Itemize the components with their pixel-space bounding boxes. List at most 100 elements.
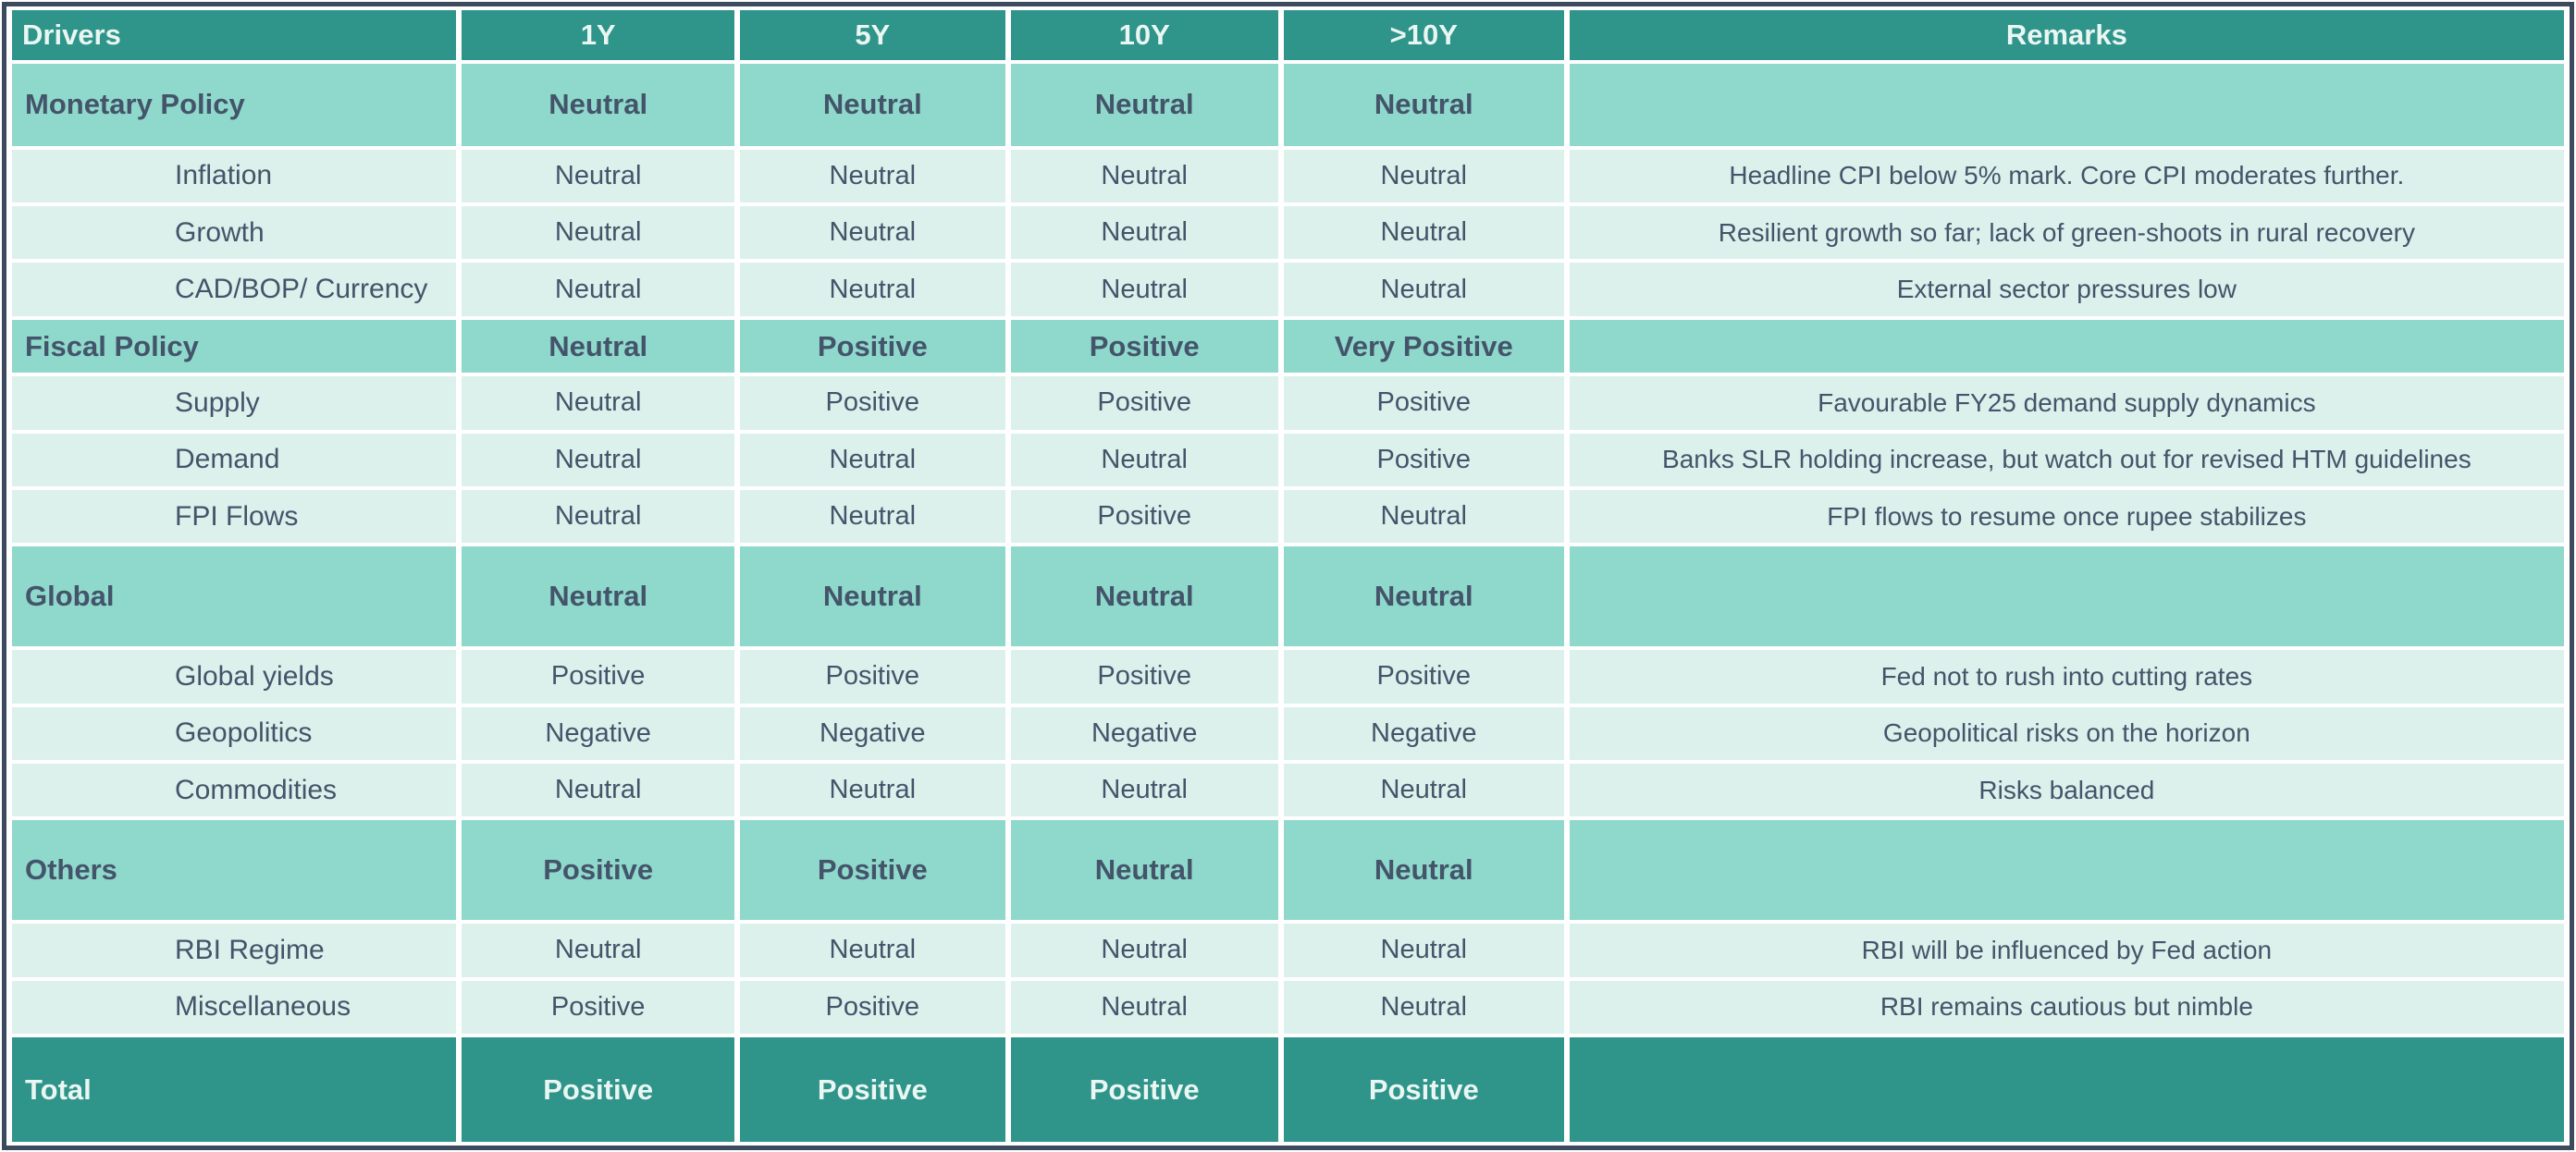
rating-cell-10y: Positive — [1010, 319, 1278, 374]
remark-cell: Fed not to rush into cutting rates — [1569, 650, 2564, 704]
header-row: Drivers 1Y 5Y 10Y >10Y Remarks — [12, 10, 2564, 60]
driver-label: Total — [12, 1037, 457, 1142]
rating-cell-1y: Neutral — [462, 206, 735, 260]
rating-cell-1y: Neutral — [462, 149, 735, 203]
rating-cell-10y: Neutral — [1010, 546, 1278, 647]
rating-cell-10y: Neutral — [1010, 149, 1278, 203]
rating-cell-gt10y: Negative — [1283, 706, 1564, 761]
remark-cell: Headline CPI below 5% mark. Core CPI mod… — [1569, 149, 2564, 203]
rating-cell-5y: Neutral — [740, 64, 1005, 146]
table-row-rbi-regime: RBI Regime Neutral Neutral Neutral Neutral RB… — [12, 924, 2564, 977]
driver-label: CAD/BOP/ Currency — [12, 263, 457, 316]
driver-label: Miscellaneous — [12, 980, 457, 1035]
rating-cell-5y: Positive — [740, 1037, 1005, 1142]
rating-cell-gt10y: Positive — [1283, 433, 1564, 487]
rating-cell-1y: Positive — [462, 1037, 735, 1142]
rating-cell-1y: Neutral — [462, 263, 735, 316]
rating-cell-1y: Neutral — [462, 764, 735, 817]
rating-cell-1y: Positive — [462, 820, 735, 921]
rating-cell-10y: Neutral — [1010, 206, 1278, 260]
driver-label: Global — [12, 546, 457, 647]
rating-cell-gt10y: Neutral — [1283, 980, 1564, 1035]
table-row-geopolitics: Geopolitics Negative Negative Negative Negat… — [12, 706, 2564, 761]
rating-cell-10y: Negative — [1010, 706, 1278, 761]
rating-cell-gt10y: Neutral — [1283, 820, 1564, 921]
rating-cell-5y: Neutral — [740, 433, 1005, 487]
table-row-inflation: Inflation Neutral Neutral Neutral Neutral Hea… — [12, 149, 2564, 203]
rating-cell-10y: Neutral — [1010, 980, 1278, 1035]
rating-cell-5y: Neutral — [740, 149, 1005, 203]
column-header-1y: 1Y — [462, 10, 735, 60]
rating-cell-gt10y: Very Positive — [1283, 319, 1564, 374]
rating-cell-1y: Neutral — [462, 546, 735, 647]
rating-cell-5y: Neutral — [740, 924, 1005, 977]
rating-cell-10y: Neutral — [1010, 433, 1278, 487]
table-row-commodities: Commodities Neutral Neutral Neutral Neutral R… — [12, 764, 2564, 817]
remark-cell: Risks balanced — [1569, 764, 2564, 817]
rating-cell-1y: Neutral — [462, 490, 735, 544]
rating-cell-5y: Positive — [740, 319, 1005, 374]
rating-cell-10y: Positive — [1010, 376, 1278, 430]
rating-cell-1y: Neutral — [462, 64, 735, 146]
driver-label: Inflation — [12, 149, 457, 203]
table-row-monetary-policy: Monetary Policy Neutral Neutral Neutral Neut… — [12, 64, 2564, 146]
driver-label: FPI Flows — [12, 490, 457, 544]
rating-cell-1y: Neutral — [462, 376, 735, 430]
rating-cell-10y: Neutral — [1010, 263, 1278, 316]
driver-label: Commodities — [12, 764, 457, 817]
ratings-table: Drivers 1Y 5Y 10Y >10Y Remarks Monetary Polic… — [6, 6, 2570, 1146]
table-row-global-yields: Global yields Positive Positive Positive Pos… — [12, 650, 2564, 704]
table-row-total: Total Positive Positive Positive Positive — [12, 1037, 2564, 1142]
column-header-5y: 5Y — [740, 10, 1005, 60]
remark-cell: Favourable FY25 demand supply dynamics — [1569, 376, 2564, 430]
table-row-fiscal-policy: Fiscal Policy Neutral Positive Positive Very… — [12, 319, 2564, 374]
driver-label: Geopolitics — [12, 706, 457, 761]
rating-cell-gt10y: Neutral — [1283, 764, 1564, 817]
rating-cell-gt10y: Neutral — [1283, 490, 1564, 544]
remark-cell: Geopolitical risks on the horizon — [1569, 706, 2564, 761]
column-header-remarks: Remarks — [1569, 10, 2564, 60]
rating-cell-5y: Negative — [740, 706, 1005, 761]
remark-cell — [1569, 820, 2564, 921]
column-header-10y: 10Y — [1010, 10, 1278, 60]
rating-cell-5y: Positive — [740, 820, 1005, 921]
driver-label: Supply — [12, 376, 457, 430]
rating-cell-1y: Neutral — [462, 433, 735, 487]
remark-cell: Resilient growth so far; lack of green-s… — [1569, 206, 2564, 260]
rating-cell-5y: Positive — [740, 650, 1005, 704]
remark-cell: RBI will be influenced by Fed action — [1569, 924, 2564, 977]
rating-cell-1y: Neutral — [462, 319, 735, 374]
driver-label: Growth — [12, 206, 457, 260]
rating-cell-1y: Positive — [462, 980, 735, 1035]
rating-cell-1y: Neutral — [462, 924, 735, 977]
table-row-demand: Demand Neutral Neutral Neutral Positive Banks… — [12, 433, 2564, 487]
table-row-growth: Growth Neutral Neutral Neutral Neutral Resili… — [12, 206, 2564, 260]
table-row-cad-bop-currency: CAD/BOP/ Currency Neutral Neutral Neutral Ne… — [12, 263, 2564, 316]
rating-cell-5y: Neutral — [740, 490, 1005, 544]
remark-cell: FPI flows to resume once rupee stabilize… — [1569, 490, 2564, 544]
rating-cell-10y: Positive — [1010, 650, 1278, 704]
rating-cell-10y: Neutral — [1010, 64, 1278, 146]
remark-cell — [1569, 64, 2564, 146]
driver-label: Demand — [12, 433, 457, 487]
remark-cell: External sector pressures low — [1569, 263, 2564, 316]
rating-cell-1y: Positive — [462, 650, 735, 704]
rating-cell-10y: Neutral — [1010, 924, 1278, 977]
table-row-supply: Supply Neutral Positive Positive Positive Fav… — [12, 376, 2564, 430]
driver-label: Others — [12, 820, 457, 921]
rating-cell-5y: Neutral — [740, 206, 1005, 260]
column-header-gt10y: >10Y — [1283, 10, 1564, 60]
rating-cell-5y: Neutral — [740, 764, 1005, 817]
rating-cell-1y: Negative — [462, 706, 735, 761]
driver-label: Fiscal Policy — [12, 319, 457, 374]
table-body: Monetary Policy Neutral Neutral Neutral Neut… — [12, 64, 2564, 1142]
rating-cell-10y: Positive — [1010, 490, 1278, 544]
remark-cell — [1569, 1037, 2564, 1142]
remark-cell: RBI remains cautious but nimble — [1569, 980, 2564, 1035]
driver-label: Global yields — [12, 650, 457, 704]
rating-cell-gt10y: Neutral — [1283, 149, 1564, 203]
table-row-global: Global Neutral Neutral Neutral Neutral — [12, 546, 2564, 647]
remark-cell — [1569, 319, 2564, 374]
rating-cell-gt10y: Neutral — [1283, 64, 1564, 146]
driver-label: Monetary Policy — [12, 64, 457, 146]
